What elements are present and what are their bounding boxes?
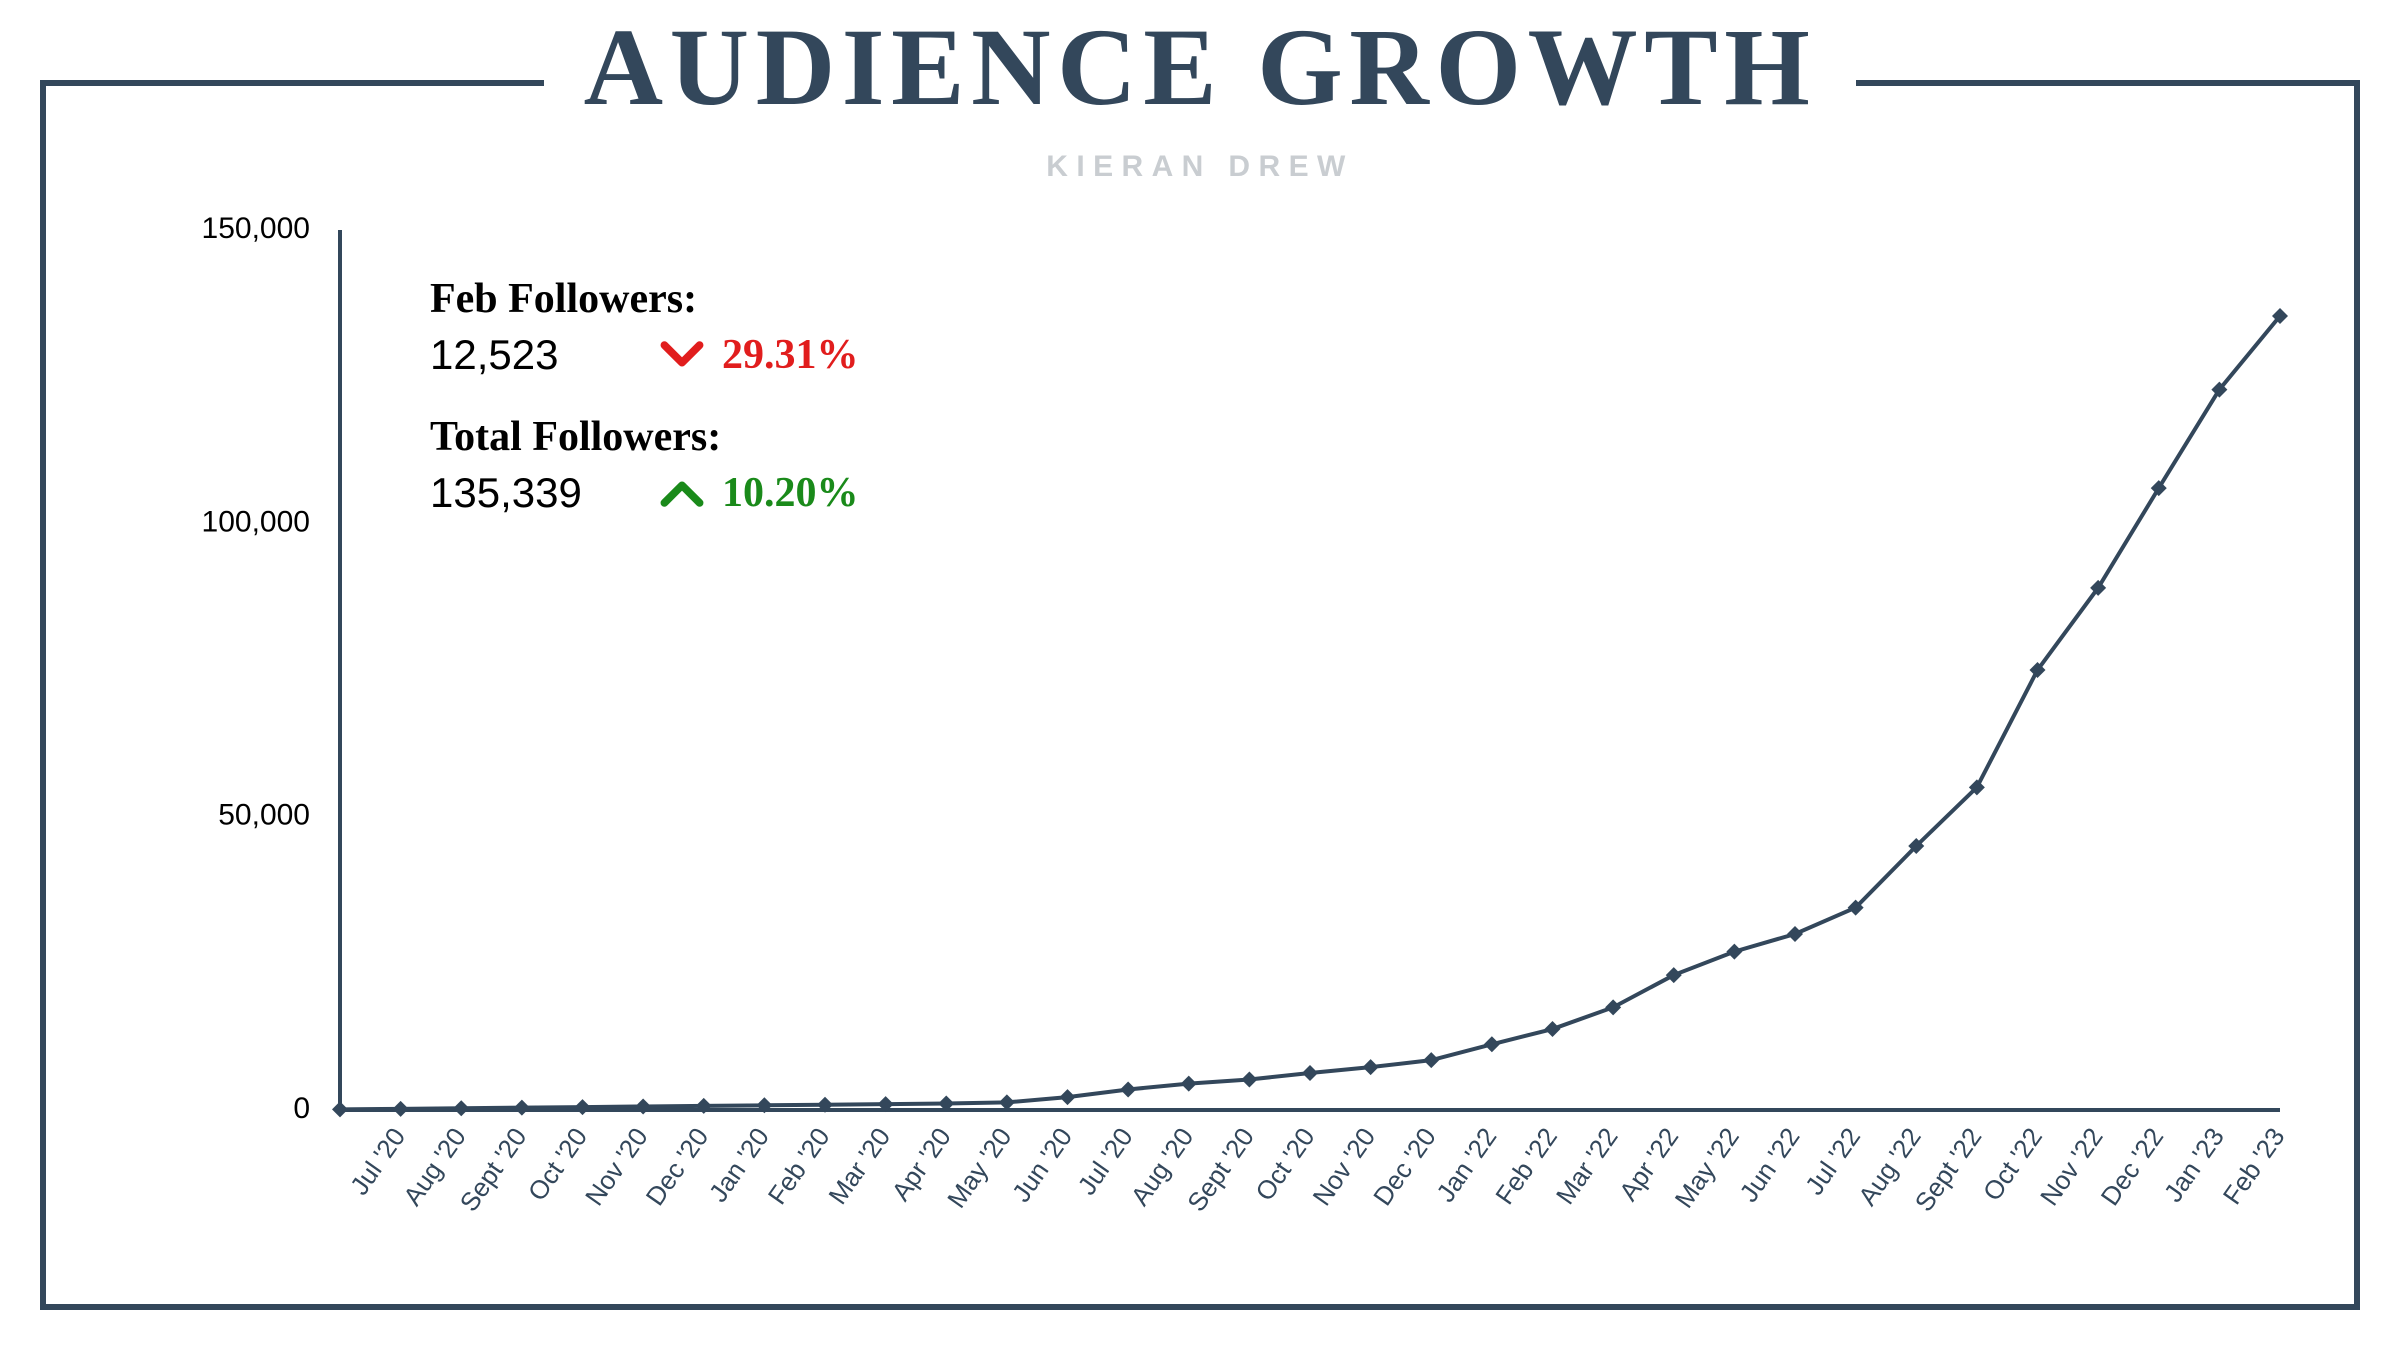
x-axis-label: Mar '22 (1550, 1122, 1624, 1210)
x-axis-label: Feb '20 (762, 1122, 836, 1210)
x-axis-label: Nov '20 (579, 1122, 654, 1211)
x-axis-label: Jun '20 (1006, 1122, 1078, 1207)
data-marker (999, 1094, 1015, 1110)
data-marker (1484, 1036, 1500, 1052)
axis (340, 230, 2280, 1110)
y-axis-label: 0 (293, 1092, 310, 1125)
chart-subtitle: KIERAN DREW (0, 150, 2400, 184)
data-marker (1120, 1081, 1136, 1097)
data-marker (332, 1101, 348, 1117)
data-marker (635, 1098, 651, 1114)
x-axis-label: Dec '22 (2095, 1122, 2170, 1211)
x-axis-label: Dec '20 (1367, 1122, 1442, 1211)
data-marker (1726, 944, 1742, 960)
data-marker (514, 1100, 530, 1116)
x-axis-label: Feb '22 (1489, 1122, 1563, 1210)
y-axis-label: 50,000 (218, 799, 310, 832)
x-axis-label-group: Nov '20 (1306, 1122, 1381, 1211)
data-marker (393, 1101, 409, 1117)
line-chart: 050,000100,000150,000Jul '20Aug '20Sept … (180, 220, 2300, 1200)
x-axis-label-group: Feb '23 (2217, 1122, 2291, 1210)
x-axis-label-group: Jun '22 (1733, 1122, 1805, 1207)
title-wrap: AUDIENCE GROWTH (0, 12, 2400, 122)
data-marker (575, 1099, 591, 1115)
y-axis-label: 150,000 (202, 212, 310, 245)
data-marker (1666, 967, 1682, 983)
x-axis-label-group: Dec '20 (640, 1122, 715, 1211)
y-axis-label: 100,000 (202, 505, 310, 538)
data-marker (1545, 1021, 1561, 1037)
x-axis-label-group: Dec '20 (1367, 1122, 1442, 1211)
x-axis-label-group: Feb '20 (762, 1122, 836, 1210)
x-axis-label: Dec '20 (640, 1122, 715, 1211)
data-line (340, 316, 2280, 1109)
data-marker (1241, 1071, 1257, 1087)
x-axis-label: Nov '22 (2034, 1122, 2109, 1211)
x-axis-label: May '22 (1669, 1122, 1745, 1213)
data-marker (1060, 1089, 1076, 1105)
x-axis-label: Jun '22 (1733, 1122, 1805, 1207)
data-marker (1423, 1052, 1439, 1068)
x-axis-label: Feb '23 (2217, 1122, 2291, 1210)
x-axis-label-group: Dec '22 (2095, 1122, 2170, 1211)
x-axis-label-group: Nov '22 (2034, 1122, 2109, 1211)
data-marker (1787, 926, 1803, 942)
x-axis-label-group: Jun '20 (1006, 1122, 1078, 1207)
data-marker (1181, 1076, 1197, 1092)
x-axis-label-group: May '20 (941, 1122, 1017, 1213)
data-marker (1302, 1065, 1318, 1081)
chart-area: 050,000100,000150,000Jul '20Aug '20Sept … (180, 220, 2300, 1200)
data-marker (1605, 999, 1621, 1015)
x-axis-label: Nov '20 (1306, 1122, 1381, 1211)
x-axis-label-group: Mar '20 (822, 1122, 896, 1210)
x-axis-label: Mar '20 (822, 1122, 896, 1210)
data-marker (453, 1100, 469, 1116)
x-axis-label-group: Feb '22 (1489, 1122, 1563, 1210)
x-axis-label: May '20 (941, 1122, 1017, 1213)
chart-title: AUDIENCE GROWTH (544, 12, 1857, 122)
x-axis-label-group: Mar '22 (1550, 1122, 1624, 1210)
x-axis-label-group: Nov '20 (579, 1122, 654, 1211)
chart-card: AUDIENCE GROWTH KIERAN DREW Feb Follower… (0, 0, 2400, 1350)
data-marker (1363, 1059, 1379, 1075)
x-axis-label-group: May '22 (1669, 1122, 1745, 1213)
